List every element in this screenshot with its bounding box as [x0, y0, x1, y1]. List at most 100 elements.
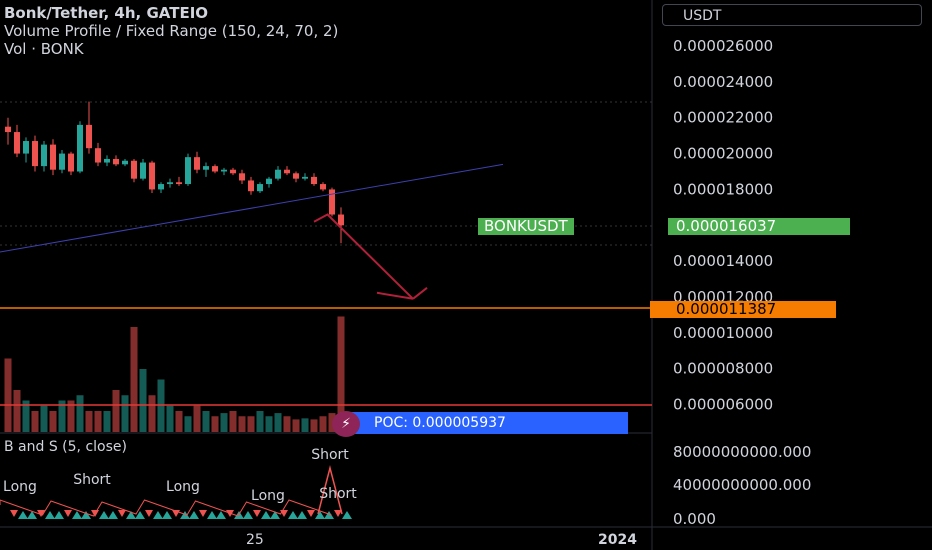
- volume-bar: [49, 411, 57, 432]
- buy-triangle: [54, 511, 64, 519]
- volume-bar: [265, 416, 273, 432]
- last-price-tag: 0.000016037: [668, 218, 850, 235]
- candle-body: [50, 144, 56, 170]
- candle-body: [95, 148, 101, 163]
- bs-oscillator: Short Long Short Short Long Long: [0, 447, 357, 519]
- volume-bar: [310, 419, 318, 432]
- candle-body: [32, 141, 38, 167]
- buy-triangle: [135, 511, 145, 519]
- buy-triangle: [126, 511, 136, 519]
- candle-body: [122, 160, 128, 165]
- buy-triangle: [270, 511, 280, 519]
- volume-bar: [319, 416, 327, 432]
- buy-triangle: [180, 511, 190, 519]
- buy-triangle: [207, 511, 217, 519]
- symbol-tag: BONKUSDT: [478, 218, 574, 235]
- price-axis-label: 0.000010000: [673, 324, 773, 342]
- candle-body: [149, 162, 155, 190]
- time-axis-label: 2024: [598, 532, 637, 548]
- candle-body: [14, 132, 20, 154]
- buy-triangle: [324, 511, 334, 519]
- lightning-icon[interactable]: ⚡: [332, 411, 360, 437]
- candle-body: [257, 184, 263, 192]
- candle-body: [302, 176, 308, 179]
- candle-body: [284, 169, 290, 174]
- arrow-head-right: [412, 287, 428, 300]
- volume-bar: [112, 390, 120, 432]
- buy-triangle: [297, 511, 307, 519]
- candle-body: [113, 158, 119, 165]
- candle-body: [266, 178, 272, 185]
- buy-triangle: [45, 511, 55, 519]
- volume-bar: [220, 413, 228, 432]
- volume-bar: [148, 395, 156, 432]
- candle-body: [221, 169, 227, 172]
- candle-body: [176, 182, 182, 185]
- volume-bar: [85, 411, 93, 432]
- signal-label: Short: [319, 486, 357, 502]
- osc-axis-label: 40000000000.000: [673, 476, 811, 494]
- volume-bar: [193, 405, 201, 432]
- bs-indicator-legend[interactable]: B and S (5, close): [4, 439, 127, 455]
- volume-bar: [121, 395, 129, 432]
- sell-triangle: [64, 510, 72, 517]
- arrow-head-left: [376, 291, 414, 300]
- sell-triangle: [37, 510, 45, 517]
- volume-bar: [103, 411, 111, 432]
- candle-body: [167, 182, 173, 185]
- buy-triangle: [288, 511, 298, 519]
- candle-body: [158, 184, 164, 190]
- sell-triangle: [307, 510, 315, 517]
- buy-triangle: [162, 511, 172, 519]
- volume-bar: [301, 418, 309, 432]
- sell-triangle: [145, 510, 153, 517]
- candle-body: [203, 166, 209, 170]
- bs-line: [0, 499, 332, 517]
- candle-body: [194, 157, 200, 170]
- chart-title[interactable]: Bonk/Tether, 4h, GATEIO: [4, 4, 209, 22]
- buy-triangle: [27, 511, 37, 519]
- drawings[interactable]: [0, 163, 652, 309]
- buy-triangle: [108, 511, 118, 519]
- osc-axis-label: 0.000: [673, 510, 716, 528]
- candle-body: [5, 126, 11, 133]
- candle-body: [59, 153, 65, 170]
- buy-triangle: [81, 511, 91, 519]
- candlestick-series: [5, 101, 344, 244]
- poc-label: POC: 0.000005937: [340, 412, 628, 434]
- sell-triangle: [118, 510, 126, 517]
- volume-profile-legend[interactable]: Volume Profile / Fixed Range (150, 24, 7…: [4, 22, 339, 40]
- volume-bar: [31, 411, 39, 432]
- volume-bar: [229, 411, 237, 432]
- buy-triangle: [99, 511, 109, 519]
- candle-body: [230, 169, 236, 174]
- price-axis-label: 0.000018000: [673, 180, 773, 198]
- volume-bar: [130, 327, 138, 432]
- buy-triangle: [153, 511, 163, 519]
- bs-spike: [317, 465, 343, 515]
- projection-path: [313, 213, 414, 300]
- buy-triangle: [18, 511, 28, 519]
- volume-legend[interactable]: Vol · BONK: [4, 40, 84, 58]
- buy-triangle: [315, 511, 325, 519]
- candle-body: [212, 166, 218, 172]
- price-axis: 0.000026000 0.000024000 0.000022000 0.00002…: [246, 37, 811, 548]
- volume-bar: [247, 416, 255, 432]
- trendline: [0, 163, 504, 253]
- candle-body: [77, 124, 83, 172]
- price-axis-label: 0.000006000: [673, 396, 773, 414]
- volume-bar: [76, 395, 84, 432]
- candle-body: [275, 169, 281, 179]
- buy-triangle: [216, 511, 226, 519]
- price-axis-label: 0.000020000: [673, 145, 773, 163]
- candle-body: [140, 162, 146, 179]
- currency-button[interactable]: USDT: [662, 4, 922, 26]
- volume-bar: [94, 411, 102, 432]
- price-axis-label: 0.000024000: [673, 73, 773, 91]
- price-axis-label: 0.000014000: [673, 252, 773, 270]
- candle-body: [239, 173, 245, 181]
- volume-bar: [40, 405, 48, 432]
- candle-body: [338, 214, 344, 226]
- candle-body: [86, 124, 92, 149]
